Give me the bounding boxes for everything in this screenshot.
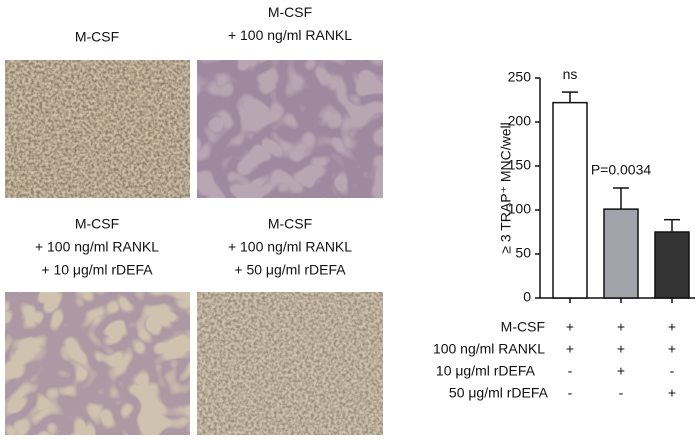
y-tick-label: 150 bbox=[508, 157, 532, 173]
y-tick-label: 0 bbox=[523, 289, 531, 305]
bar bbox=[603, 208, 639, 299]
treatment-label: 50 μg/ml rDEFA bbox=[449, 385, 549, 401]
treatment-mark: + bbox=[617, 363, 625, 379]
treatment-mark: - bbox=[619, 385, 624, 401]
treatment-mark: + bbox=[566, 341, 574, 357]
annotation: ns bbox=[563, 66, 578, 82]
treatment-mark: - bbox=[568, 385, 573, 401]
panel-label: M-CSF bbox=[75, 29, 119, 45]
treatment-mark: - bbox=[568, 363, 573, 379]
y-tick-label: 100 bbox=[508, 201, 532, 217]
treatment-label: 100 ng/ml RANKL bbox=[433, 341, 545, 357]
y-axis-label: ≥ 3 TRAP⁺ MNC/well bbox=[498, 122, 514, 254]
bar bbox=[654, 231, 690, 299]
panel-label: M-CSF bbox=[268, 216, 312, 232]
panel-label: + 50 μg/ml rDEFA bbox=[234, 262, 346, 278]
treatment-mark: + bbox=[668, 341, 676, 357]
panel-label: + 100 ng/ml RANKL bbox=[35, 239, 159, 255]
micrograph-texture bbox=[197, 60, 383, 198]
micrograph-texture bbox=[5, 60, 190, 198]
bar bbox=[552, 101, 588, 299]
panel-label: M-CSF bbox=[268, 4, 312, 20]
micrographs bbox=[5, 60, 383, 435]
y-tick-label: 50 bbox=[515, 245, 531, 261]
annotation: P=0.0034 bbox=[591, 162, 652, 178]
treatment-mark: + bbox=[617, 319, 625, 335]
treatment-mark: + bbox=[668, 385, 676, 401]
panel-label: + 10 μg/ml rDEFA bbox=[41, 262, 153, 278]
panel-label: + 100 ng/ml RANKL bbox=[228, 239, 352, 255]
y-tick-label: 200 bbox=[508, 113, 532, 129]
treatment-mark: + bbox=[668, 319, 676, 335]
treatment-mark: - bbox=[670, 363, 675, 379]
y-tick-label: 250 bbox=[508, 69, 532, 85]
micrograph-texture bbox=[197, 292, 383, 435]
micrograph-texture bbox=[5, 292, 190, 435]
panel-label: + 100 ng/ml RANKL bbox=[228, 27, 352, 43]
treatment-label: 10 μg/ml rDEFA bbox=[436, 363, 536, 379]
treatment-mark: + bbox=[617, 341, 625, 357]
treatment-mark: + bbox=[566, 319, 574, 335]
treatment-label: M-CSF bbox=[501, 319, 545, 335]
panel-label: M-CSF bbox=[75, 216, 119, 232]
